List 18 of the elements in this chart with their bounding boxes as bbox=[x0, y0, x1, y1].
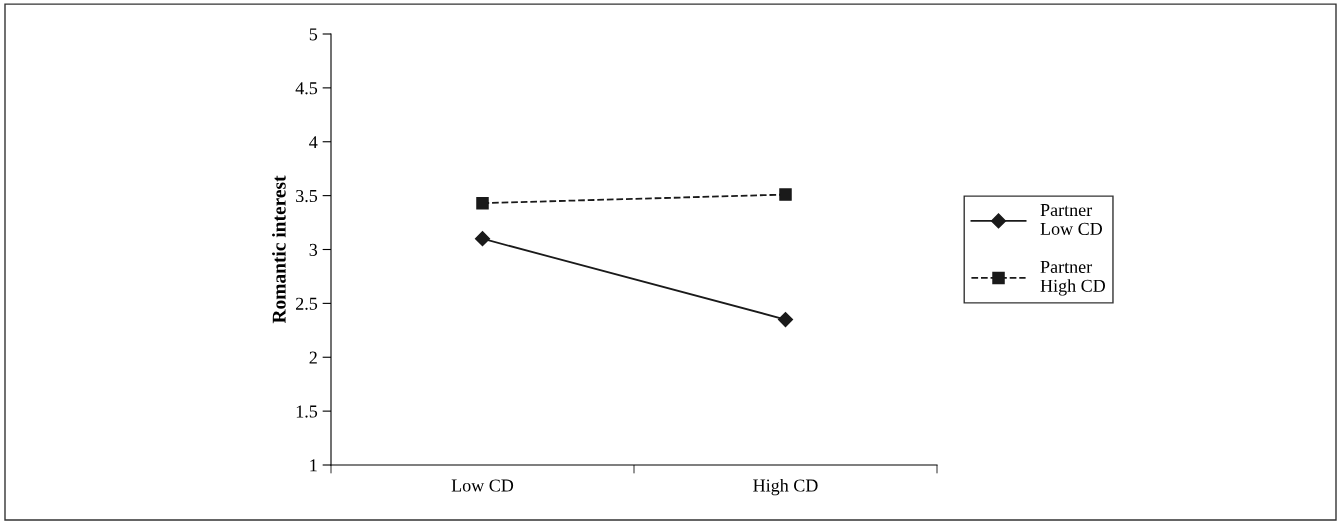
point bbox=[777, 311, 794, 328]
point bbox=[476, 196, 489, 210]
y-tick-label: 1 bbox=[310, 459, 317, 472]
y-tick-label: 3.5 bbox=[296, 189, 318, 203]
point bbox=[779, 188, 792, 201]
y-tick-label: 4 bbox=[309, 136, 318, 149]
y-tick-label: 3 bbox=[309, 243, 318, 256]
y-tick-label: 2.5 bbox=[296, 297, 318, 310]
point bbox=[474, 231, 491, 247]
y-tick-label: 4.5 bbox=[295, 82, 318, 95]
y-tick-label: 2 bbox=[309, 351, 317, 364]
y-tick-label: 1.5 bbox=[296, 405, 318, 418]
y-tick-label: 5 bbox=[309, 28, 318, 41]
y-axis-title: Romantic interest bbox=[272, 175, 286, 324]
legend-label: Partner Low CD bbox=[1040, 204, 1103, 235]
x-tick-label: Low CD bbox=[451, 479, 514, 492]
legend-label: Partner High CD bbox=[1040, 261, 1106, 296]
x-tick-label: High CD bbox=[753, 478, 818, 496]
